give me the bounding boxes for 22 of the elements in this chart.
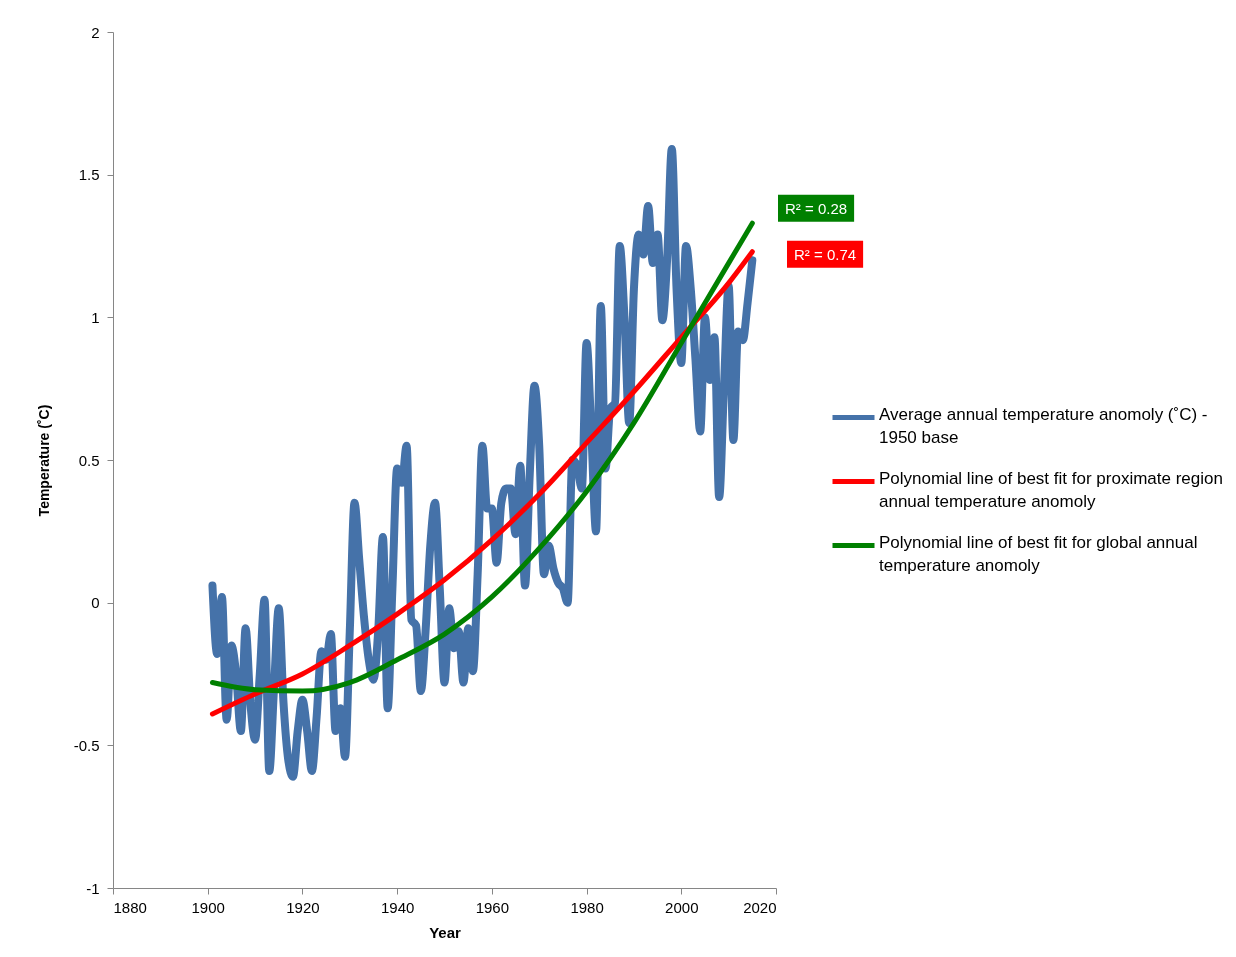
y-tick-label: 0.5 <box>78 451 100 469</box>
x-axis-title: Year <box>429 923 462 941</box>
y-tick-label: 0 <box>91 594 100 612</box>
x-tick-label: 2000 <box>665 898 699 916</box>
y-tick-label: 1 <box>91 308 100 326</box>
text: R² = 0.28 <box>785 200 848 218</box>
legend-label: Polynomial line of best fit for proximate region annual temperature anomoly <box>879 468 1223 511</box>
x-tick-label: 1960 <box>475 898 510 916</box>
x-tick-label: 1940 <box>380 898 415 916</box>
legend-label: Average annual temperature anomoly (˚C) - 1950 base <box>879 404 1208 447</box>
x-tick-label: 1920 <box>286 898 320 916</box>
y-tick-label: 2 <box>91 23 100 41</box>
y-tick-label: 1.5 <box>78 166 100 184</box>
legend-label: Polynomial line of best fit for global annual temperature anomoly <box>879 532 1198 575</box>
x-tick-label: 2020 <box>743 898 777 916</box>
y-axis-title: Temperature (˚C) <box>35 404 52 517</box>
text: R² = 0.74 <box>794 246 857 264</box>
y-tick-label: -1 <box>86 879 100 897</box>
x-tick-label: 1900 <box>191 898 225 916</box>
y-tick-label: -0.5 <box>73 736 100 754</box>
x-tick-label: 1880 <box>113 898 147 916</box>
x-tick-label: 1980 <box>570 898 604 916</box>
